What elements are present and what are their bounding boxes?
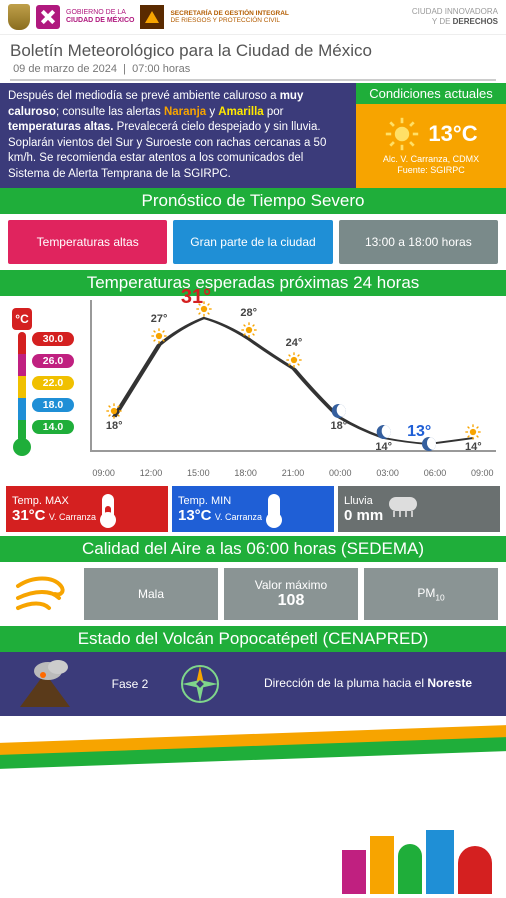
chart-point: 14° [375,423,392,453]
sun-icon [195,300,213,318]
stat-rain: Lluvia 0 mm [338,486,500,532]
severe-when: 13:00 a 18:00 horas [339,220,498,264]
severe-what: Temperaturas altas [8,220,167,264]
thermometer-tube-icon [18,332,26,442]
chart-point: 24° [285,337,303,369]
chart-point: 14° [464,423,482,453]
scale-14: 14.0 [32,420,74,434]
sun-icon [240,321,258,339]
volcano-direction: Dirección de la pluma hacia el Noreste [230,652,506,716]
scale-22: 22.0 [32,376,74,390]
sun-icon [150,327,168,345]
volcano-icon [0,652,90,716]
sun-icon [464,423,482,441]
chart-point: 18° [105,402,123,432]
current-conditions: Condiciones actuales 13°C Alc. V. Carran… [356,83,506,188]
building-icon [370,836,394,894]
air-quality: Mala [84,568,218,620]
chart-point: 28° [240,307,258,339]
stat-min: Temp. MIN 13°C V. Carranza [172,486,334,532]
forecast-summary: Después del mediodía se prevé ambiente c… [0,83,356,188]
thermometer-hot-icon [102,494,114,524]
air-pollutant: PM10 [364,568,498,620]
building-icon [426,830,454,894]
page-title: Boletín Meteorológico para la Ciudad de … [10,41,496,61]
scale-26: 26.0 [32,354,74,368]
date-line: 09 de marzo de 2024 | 07:00 horas [10,61,496,81]
footer-graphic [0,716,506,898]
temp-plot: 31° 13° 18°27°28°24°18°14°14° [90,300,496,452]
section-volcano: Estado del Volcán Popocatépetl (CENAPRED… [0,626,506,652]
stat-max: Temp. MAX 31°C V. Carranza [6,486,168,532]
chart-point [195,298,213,318]
scale-30: 30.0 [32,332,74,346]
ciudad-slogan: CIUDAD INNOVADORA Y DE DERECHOS [412,7,498,26]
severe-where: Gran parte de la ciudad [173,220,332,264]
gov-text: GOBIERNO DE LA CIUDAD DE MÉXICO [66,9,134,24]
chart-point: 18° [331,402,348,432]
header-logos: GOBIERNO DE LA CIUDAD DE MÉXICO SECRETAR… [0,0,506,35]
building-icon [398,844,422,894]
building-icon [458,846,492,894]
title-block: Boletín Meteorológico para la Ciudad de … [0,35,506,83]
rain-cloud-icon [389,497,419,521]
sun-icon [384,116,420,152]
severe-row: Temperaturas altas Gran parte de la ciud… [0,214,506,270]
chart-point: 27° [150,313,168,345]
temperature-chart: °C 30.0 26.0 22.0 18.0 14.0 31° 13° 18°2… [0,296,506,486]
conditions-header: Condiciones actuales [356,83,506,104]
cdmx-x-icon [36,5,60,29]
air-max: Valor máximo 108 [224,568,358,620]
chart-x-axis: 09:0012:0015:0018:0021:0000:0003:0006:00… [80,468,506,478]
temp-stats-row: Temp. MAX 31°C V. Carranza Temp. MIN 13°… [0,486,506,536]
sun-icon [105,402,123,420]
section-temps24: Temperaturas esperadas próximas 24 horas [0,270,506,296]
thermometer-scale: °C 30.0 26.0 22.0 18.0 14.0 [10,304,84,454]
moon-icon [332,404,346,418]
section-severe: Pronóstico de Tiempo Severo [0,188,506,214]
volcano-phase: Fase 2 [90,652,170,716]
celsius-icon: °C [12,308,32,330]
volcano-row: Fase 2 Dirección de la pluma hacia el No… [0,652,506,716]
sgirpc-triangle-icon [140,5,164,29]
scale-18: 18.0 [32,398,74,412]
cdmx-shield-icon [8,4,30,30]
current-location: Alc. V. Carranza, CDMX Fuente: SGIRPC [383,154,479,176]
moon-icon [422,437,436,451]
building-icon [342,850,366,894]
secretaria-text: SECRETARÍA DE GESTIÓN INTEGRAL DE RIESGO… [170,10,288,24]
moon-icon [377,425,391,439]
sun-icon [285,351,303,369]
thermometer-cold-icon [268,494,280,524]
section-air: Calidad del Aire a las 06:00 horas (SEDE… [0,536,506,562]
compass-icon [170,652,230,716]
chart-point [422,435,436,453]
wind-icon [8,568,78,620]
thermometer-bulb-icon [13,438,31,456]
summary-row: Después del mediodía se prevé ambiente c… [0,83,506,188]
air-quality-row: Mala Valor máximo 108 PM10 [0,562,506,626]
conditions-body: 13°C Alc. V. Carranza, CDMX Fuente: SGIR… [356,104,506,188]
current-temp: 13°C [428,121,477,147]
